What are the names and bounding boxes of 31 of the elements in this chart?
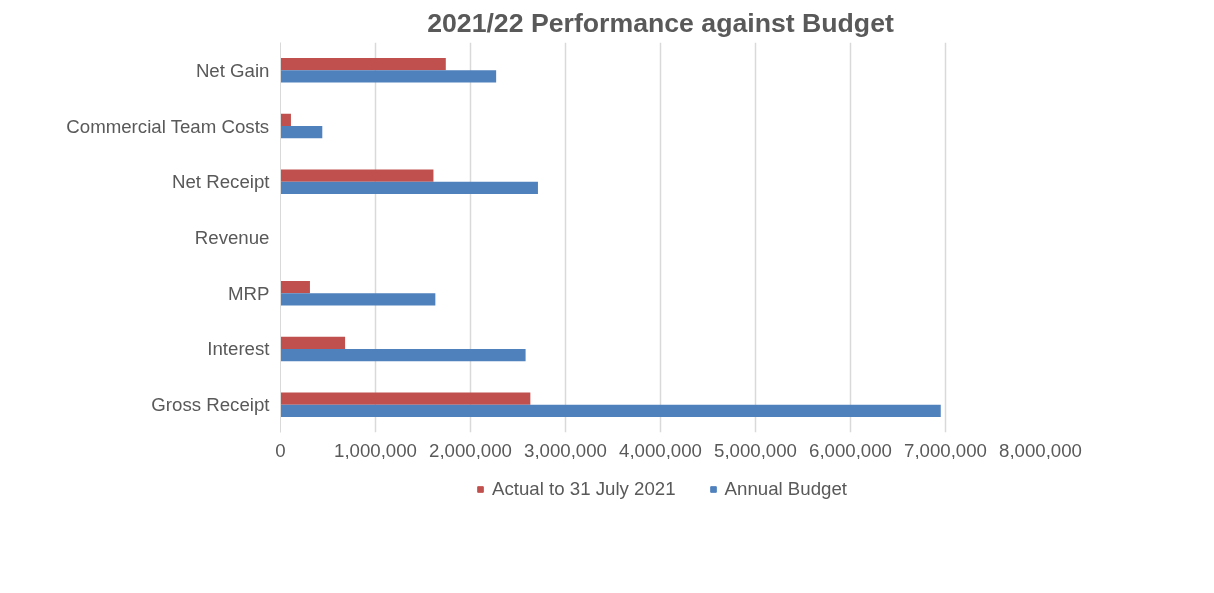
- y-tick-label: MRP: [228, 282, 270, 304]
- y-tick-label: Gross Receipt: [151, 394, 271, 416]
- bar: [280, 181, 538, 195]
- x-tick-label: 4,000,000: [619, 439, 702, 461]
- x-tick-label: 5,000,000: [714, 439, 797, 461]
- y-tick-label: Interest: [207, 338, 271, 360]
- bar: [280, 392, 531, 405]
- legend-label: Annual Budget: [724, 478, 847, 500]
- bar: [280, 280, 310, 294]
- x-tick-label: 8,000,000: [999, 439, 1082, 461]
- x-tick-label: 1,000,000: [334, 439, 417, 461]
- x-tick-label: 6,000,000: [809, 439, 892, 461]
- bar: [280, 58, 446, 71]
- x-tick-label: 0: [275, 439, 286, 461]
- x-tick-label: 7,000,000: [904, 439, 987, 461]
- chart-title: 2021/22 Performance against Budget: [427, 7, 894, 38]
- bar: [280, 126, 323, 139]
- y-tick-label: Revenue: [194, 227, 270, 248]
- bar: [280, 336, 346, 349]
- y-tick-label: Commercial Team Costs: [66, 115, 270, 137]
- bar: [280, 169, 434, 182]
- bar: [280, 113, 291, 127]
- bar: [280, 348, 526, 362]
- x-tick-label: 3,000,000: [524, 439, 607, 461]
- bar: [280, 70, 497, 83]
- y-tick-label: Net Gain: [195, 59, 270, 81]
- bar: [280, 293, 436, 306]
- y-tick-label: Net Receipt: [172, 171, 271, 193]
- x-tick-label: 2,000,000: [429, 439, 512, 461]
- bar: [280, 404, 941, 417]
- legend-label: Actual to 31 July 2021: [492, 478, 676, 500]
